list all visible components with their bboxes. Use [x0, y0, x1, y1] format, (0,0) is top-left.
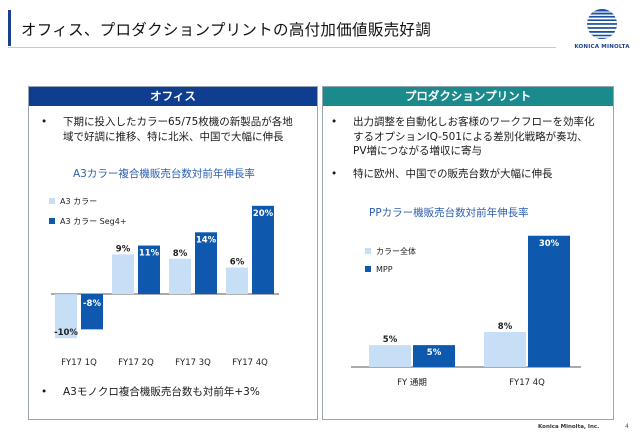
- office-bar: [138, 245, 160, 295]
- office-bar: [226, 267, 248, 295]
- bullet-mark: •: [331, 168, 338, 180]
- office-bullet-1: • 下期に投入したカラー65/75枚機の新製品が各地 域で好調に推移、特に北米、…: [41, 115, 311, 145]
- pp-bullet-1: • 出力調整を自動化しお客様のワークフローを効率化 するオプションIQ-501に…: [331, 115, 611, 159]
- pp-data-label: 5%: [383, 335, 398, 345]
- pp-legend-swatch: [365, 266, 371, 272]
- pp-data-label: 8%: [498, 322, 513, 332]
- pp-bullet-2: • 特に欧州、中国での販売台数が大幅に伸長: [331, 167, 611, 183]
- office-growth-chart: A3 カラー A3 カラー Seg4+ -10% -8% FY17 1Q 9% 11% FY1…: [49, 197, 279, 368]
- office-bullet-1-line-2: 域で好調に推移、特に北米、中国で大幅に伸長: [63, 130, 284, 143]
- office-data-label: 8%: [173, 249, 188, 259]
- title-bar: オフィス、プロダクションプリントの高付加価値販売好調: [8, 10, 556, 46]
- office-bar: [112, 254, 134, 295]
- office-bar: [81, 294, 103, 330]
- office-bar: [169, 258, 191, 295]
- production-print-panel: プロダクションプリント • 出力調整を自動化しお客様のワークフローを効率化 する…: [322, 86, 614, 420]
- pp-bar: [413, 345, 455, 367]
- pp-bar: [484, 332, 526, 367]
- pp-growth-chart: カラー全体 MPP 5% 5% FY 通期 8% 30% FY17 4Q: [351, 235, 581, 388]
- page-title: オフィス、プロダクションプリントの高付加価値販売好調: [21, 21, 432, 39]
- pp-bar: [528, 235, 570, 367]
- logo-wordmark: KONICA MINOLTA: [574, 44, 630, 50]
- office-bullet-1-line-1: 下期に投入したカラー65/75枚機の新製品が各地: [63, 116, 293, 128]
- office-category-label: FY17 2Q: [118, 358, 154, 368]
- pp-category-label: FY17 4Q: [509, 378, 545, 388]
- office-legend-swatch: [49, 218, 55, 224]
- pp-bullet-1-line-2: するオプションIQ-501による差別化戦略が奏功、: [353, 130, 588, 143]
- office-bullet-2: • A3モノクロ複合機販売台数も対前年+3%: [41, 385, 311, 401]
- bullet-mark: •: [41, 116, 48, 128]
- office-panel-heading: オフィス: [29, 87, 317, 106]
- office-data-label: 9%: [116, 244, 131, 254]
- office-chart-title: A3カラー複合機販売台数対前年伸長率: [73, 168, 255, 180]
- bullet-mark: •: [41, 386, 48, 398]
- pp-legend-swatch: [365, 248, 371, 254]
- office-data-label: 20%: [253, 209, 274, 219]
- office-category-label: FY17 1Q: [61, 358, 97, 368]
- office-bar: [252, 205, 274, 295]
- production-print-panel-heading: プロダクションプリント: [323, 87, 613, 106]
- pp-bullet-2-text: 特に欧州、中国での販売台数が大幅に伸長: [353, 168, 553, 180]
- office-legend-label: A3 カラー: [60, 197, 97, 206]
- office-bar: [55, 294, 77, 339]
- globe-icon: [587, 9, 617, 39]
- office-bar: [195, 232, 217, 295]
- pp-bullet-1-line-3: PV増につながる増収に寄与: [353, 145, 483, 157]
- pp-bar: [369, 345, 411, 367]
- pp-chart-title: PPカラー機販売台数対前年伸長率: [369, 207, 529, 219]
- pp-legend-label: MPP: [376, 265, 393, 274]
- page-number: 4: [625, 423, 629, 430]
- pp-bullet-1-line-1: 出力調整を自動化しお客様のワークフローを効率化: [353, 116, 595, 128]
- office-legend-swatch: [49, 198, 55, 204]
- office-bullet-2-text: A3モノクロ複合機販売台数も対前年+3%: [63, 386, 260, 398]
- footer-company: Konica Minolta, Inc.: [538, 424, 600, 430]
- pp-category-label: FY 通期: [397, 377, 427, 388]
- pp-legend-label: カラー全体: [376, 246, 416, 256]
- office-legend-label: A3 カラー Seg4+: [60, 217, 127, 226]
- office-data-label: 6%: [230, 258, 245, 268]
- office-category-label: FY17 4Q: [232, 358, 268, 368]
- header-divider: [8, 47, 556, 48]
- office-data-label: 14%: [196, 235, 217, 245]
- office-data-label: -8%: [83, 299, 101, 309]
- pp-data-label: 5%: [427, 348, 442, 358]
- office-data-label: 11%: [139, 249, 160, 259]
- pp-data-label: 30%: [539, 239, 560, 249]
- office-data-label: -10%: [54, 328, 78, 338]
- bullet-mark: •: [331, 116, 338, 128]
- office-category-label: FY17 3Q: [175, 358, 211, 368]
- office-panel: オフィス • 下期に投入したカラー65/75枚機の新製品が各地 域で好調に推移、…: [28, 86, 318, 420]
- company-logo: KONICA MINOLTA: [568, 6, 636, 56]
